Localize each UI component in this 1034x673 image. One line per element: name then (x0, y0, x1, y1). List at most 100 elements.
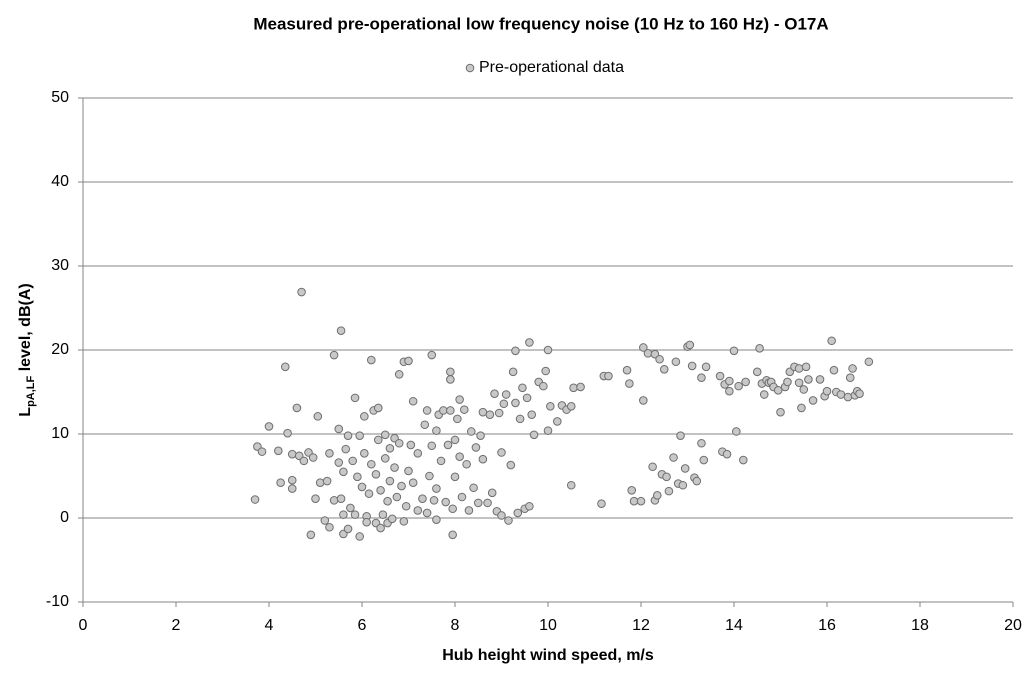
point (539, 381, 548, 391)
point (662, 472, 671, 482)
point (529, 430, 539, 440)
point (466, 427, 476, 436)
point (697, 438, 706, 448)
point (287, 449, 297, 459)
point (297, 287, 306, 297)
point (513, 508, 523, 518)
point (655, 354, 664, 364)
point (864, 357, 874, 367)
point (264, 422, 274, 431)
point (441, 497, 451, 507)
point (622, 365, 632, 375)
point (422, 508, 432, 518)
point (490, 389, 499, 398)
point (462, 459, 471, 469)
point (669, 453, 678, 462)
point (350, 510, 360, 519)
point (341, 444, 351, 454)
point (455, 395, 464, 404)
point (648, 462, 657, 472)
point (404, 466, 413, 476)
y-tick-label: 30 (51, 257, 69, 274)
point (511, 346, 520, 356)
x-tick-label: 4 (265, 617, 274, 634)
point (692, 476, 702, 486)
point (439, 406, 448, 415)
point (329, 350, 339, 360)
point (659, 365, 669, 374)
point (797, 403, 806, 413)
point (741, 377, 750, 387)
point (732, 427, 741, 436)
point (794, 378, 804, 388)
x-tick-label: 20 (1004, 617, 1022, 634)
x-axis-label: Hub height wind speed, m/s (442, 647, 654, 664)
point (543, 426, 553, 435)
point (541, 366, 550, 376)
point (639, 343, 648, 352)
point (362, 517, 371, 527)
point (308, 453, 318, 462)
point (457, 492, 467, 502)
point (276, 478, 285, 488)
point (845, 373, 855, 383)
y-tick-label: 40 (51, 173, 69, 190)
y-label-sub: pA,LF (25, 375, 37, 406)
point (676, 431, 685, 440)
x-tick-label: 18 (911, 617, 929, 634)
point (394, 438, 404, 448)
point (422, 406, 432, 415)
point (506, 460, 516, 470)
point (446, 406, 455, 415)
point (390, 463, 399, 472)
point (827, 336, 836, 346)
point (450, 472, 460, 482)
point (446, 375, 455, 384)
point (855, 389, 864, 398)
point (401, 501, 411, 511)
point (734, 381, 743, 391)
point (794, 364, 804, 373)
point (701, 362, 711, 372)
point (355, 532, 364, 541)
point (418, 494, 427, 503)
point (315, 478, 325, 488)
point (280, 362, 290, 372)
point (755, 344, 764, 353)
point (546, 401, 555, 411)
point (383, 496, 392, 506)
point (432, 426, 441, 435)
point (476, 431, 485, 440)
point (336, 494, 346, 503)
legend-marker (465, 63, 475, 73)
x-tick-label: 16 (818, 617, 836, 634)
point (511, 398, 520, 408)
point (450, 435, 460, 445)
point (348, 456, 358, 466)
point (425, 471, 434, 481)
point (350, 393, 360, 403)
point (432, 484, 441, 493)
point (339, 467, 348, 477)
point (487, 488, 497, 498)
point (392, 492, 402, 502)
point (525, 501, 534, 511)
point (453, 414, 462, 424)
point (497, 511, 506, 520)
point (432, 515, 441, 524)
point (413, 506, 423, 515)
point (353, 472, 362, 482)
x-tick-label: 2 (172, 617, 181, 634)
point (525, 338, 534, 347)
y-tick-label: 10 (51, 425, 69, 442)
x-tick-label: 0 (79, 617, 88, 634)
point (311, 494, 320, 503)
point (406, 440, 416, 450)
point (497, 448, 506, 457)
point (408, 396, 418, 406)
point (394, 370, 404, 379)
point (527, 410, 537, 419)
point (325, 449, 334, 458)
point (373, 435, 383, 445)
